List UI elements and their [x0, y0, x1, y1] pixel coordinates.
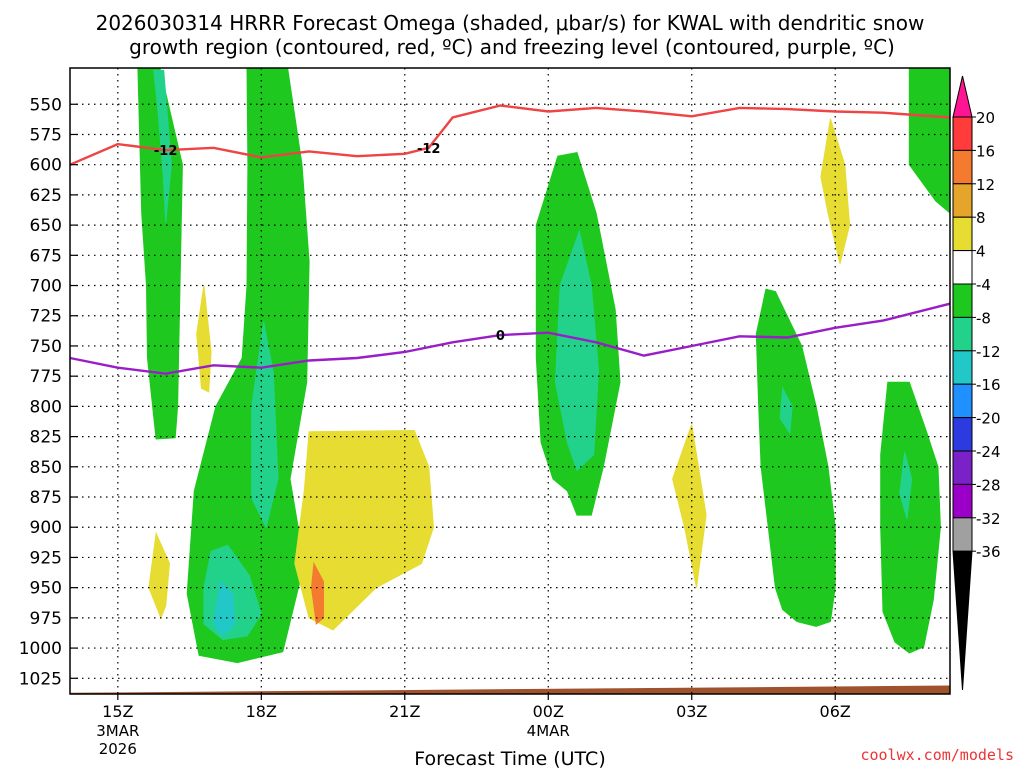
- y-tick-label: 725: [30, 307, 62, 327]
- terrain-fill: [70, 685, 950, 694]
- x-tick-label: 00Z: [533, 702, 564, 721]
- x-tick-label: 18Z: [246, 702, 277, 721]
- colorbar-label: -24: [976, 443, 1001, 461]
- x-tick-label: 21Z: [389, 702, 420, 721]
- x-tick-date-label: 4MAR: [527, 722, 570, 740]
- y-tick-label: 750: [30, 337, 62, 357]
- colorbar-swatch: [952, 149, 973, 185]
- y-tick-label: 775: [30, 367, 62, 387]
- colorbar-swatch: [952, 517, 973, 552]
- y-tick-label: 1000: [19, 639, 62, 659]
- colorbar-swatch: [952, 283, 973, 318]
- freezing-contour-label: 0: [496, 329, 505, 344]
- x-axis-label: Forecast Time (UTC): [414, 748, 605, 768]
- colorbar-swatch: [952, 250, 973, 285]
- omega-region-c: [186, 67, 310, 664]
- colorbar: 20 16 12 8 4 -4 -8 -12 -16 -20 -24 -28 -32 -36: [952, 75, 1001, 691]
- omega-region-i: [755, 288, 836, 627]
- colorbar-swatch: [952, 383, 973, 419]
- omega-region-h: [554, 229, 600, 472]
- colorbar-swatch: [952, 116, 973, 151]
- omega-region-q: [310, 561, 324, 625]
- y-tick-label: 650: [30, 216, 62, 236]
- x-tick-date-label: 3MAR: [96, 722, 139, 740]
- plot-frame: [69, 67, 951, 695]
- colorbar-label: -36: [976, 543, 1001, 561]
- dgz-contour-label: -12: [154, 144, 178, 159]
- y-tick-label: 550: [30, 95, 62, 115]
- colorbar-label: -20: [976, 410, 1001, 428]
- dgz-contour-line: [69, 104, 951, 166]
- colorbar-label: -28: [976, 476, 1001, 494]
- y-tick-label: 850: [30, 458, 62, 478]
- omega-region-f: [212, 580, 236, 637]
- y-tick-label: 950: [30, 579, 62, 599]
- omega-region-d: [251, 321, 279, 529]
- omega-shading: [137, 67, 951, 664]
- chart-title-line2: growth region (contoured, red, ºC) and f…: [129, 35, 895, 59]
- omega-region-r: [672, 424, 707, 588]
- colorbar-swatch: [952, 216, 973, 252]
- omega-region-b: [153, 69, 172, 223]
- y-tick-label: 800: [30, 397, 62, 417]
- colorbar-label: -4: [976, 276, 991, 294]
- colorbar-label: -16: [976, 376, 1001, 394]
- y-tick-label: 975: [30, 609, 62, 629]
- y-tick-label: 900: [30, 518, 62, 538]
- y-axis: 550 575 600 625 650 675 700 725 750 775 800 825 850 8…: [19, 95, 78, 689]
- omega-region-o: [148, 531, 171, 620]
- x-tick-label: 03Z: [676, 702, 707, 721]
- terrain: [70, 685, 950, 694]
- watermark: coolwx.com/models: [860, 746, 1014, 764]
- colorbar-swatch: [952, 450, 973, 485]
- plot-area: -12 -12 0: [69, 67, 951, 695]
- x-tick-label: 06Z: [820, 702, 851, 721]
- y-tick-label: 600: [30, 156, 62, 176]
- freezing-contour-line: [69, 302, 951, 375]
- y-tick-label: 575: [30, 125, 62, 145]
- colorbar-swatch: [952, 316, 973, 352]
- colorbar-label: 4: [976, 243, 986, 261]
- contours: -12 -12 0: [69, 104, 951, 375]
- colorbar-label: -12: [976, 343, 1001, 361]
- x-tick-year-label: 2026: [99, 740, 137, 758]
- colorbar-label: -8: [976, 309, 991, 327]
- omega-region-j: [779, 386, 793, 435]
- colorbar-bottom-arrow: [952, 550, 973, 691]
- colorbar-label: 12: [976, 176, 995, 194]
- colorbar-label: 8: [976, 209, 986, 227]
- y-tick-label: 825: [30, 428, 62, 448]
- colorbar-label: 16: [976, 142, 995, 160]
- colorbar-label: 20: [976, 109, 995, 127]
- y-tick-label: 1025: [19, 669, 62, 689]
- colorbar-swatch: [952, 183, 973, 218]
- colorbar-swatch: [952, 483, 973, 519]
- grid: [70, 68, 950, 694]
- x-tick-label: 15Z: [102, 702, 133, 721]
- y-tick-label: 700: [30, 277, 62, 297]
- y-tick-label: 625: [30, 186, 62, 206]
- y-tick-label: 675: [30, 246, 62, 266]
- omega-region-l: [899, 452, 913, 519]
- y-tick-label: 925: [30, 548, 62, 568]
- chart-title-line1: 2026030314 HRRR Forecast Omega (shaded, …: [96, 11, 925, 35]
- colorbar-swatch: [952, 417, 973, 452]
- colorbar-label: -32: [976, 510, 1001, 528]
- colorbar-swatch: [952, 350, 973, 385]
- dgz-contour-label: -12: [417, 142, 441, 157]
- y-tick-label: 875: [30, 488, 62, 508]
- colorbar-top-arrow: [952, 75, 973, 118]
